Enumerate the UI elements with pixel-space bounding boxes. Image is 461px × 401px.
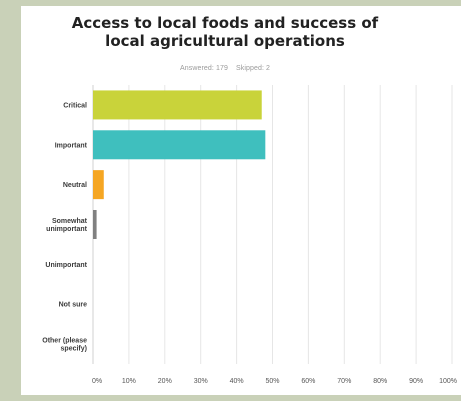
- x-tick-label: 50%: [265, 378, 279, 385]
- x-tick-label: 100%: [439, 378, 457, 385]
- x-tick-label: 0%: [92, 378, 102, 385]
- x-tick-label: 90%: [409, 378, 423, 385]
- answered-count: Answered: 179: [179, 65, 228, 72]
- x-tick-label: 30%: [194, 378, 208, 385]
- bar: [93, 90, 262, 120]
- x-tick-label: 70%: [337, 378, 351, 385]
- x-tick-label: 40%: [230, 378, 244, 385]
- category-label: Critical: [63, 102, 87, 109]
- x-tick-label: 60%: [301, 378, 315, 385]
- category-label: Unimportant: [45, 262, 87, 269]
- category-label: Somewhat unimportant: [46, 218, 87, 233]
- bar: [93, 130, 266, 160]
- category-label: Neutral: [63, 182, 87, 189]
- response-stats: Answered: 179 Skipped: 2: [0, 65, 450, 72]
- chart-title: Access to local foods and success of loc…: [0, 14, 450, 50]
- chart-panel: [21, 6, 461, 395]
- x-tick-label: 20%: [158, 378, 172, 385]
- chart-title-line-1: Access to local foods and success of: [71, 14, 379, 32]
- x-tick-label: 10%: [122, 378, 136, 385]
- chart-title-line-2: local agricultural operations: [105, 32, 345, 50]
- skipped-count: Skipped: 2: [235, 65, 271, 72]
- x-tick-label: 80%: [373, 378, 387, 385]
- category-label: Not sure: [59, 302, 88, 309]
- bar: [93, 210, 97, 239]
- bar: [93, 170, 104, 200]
- category-label: Other (please specify): [42, 338, 87, 353]
- category-label: Important: [55, 142, 88, 149]
